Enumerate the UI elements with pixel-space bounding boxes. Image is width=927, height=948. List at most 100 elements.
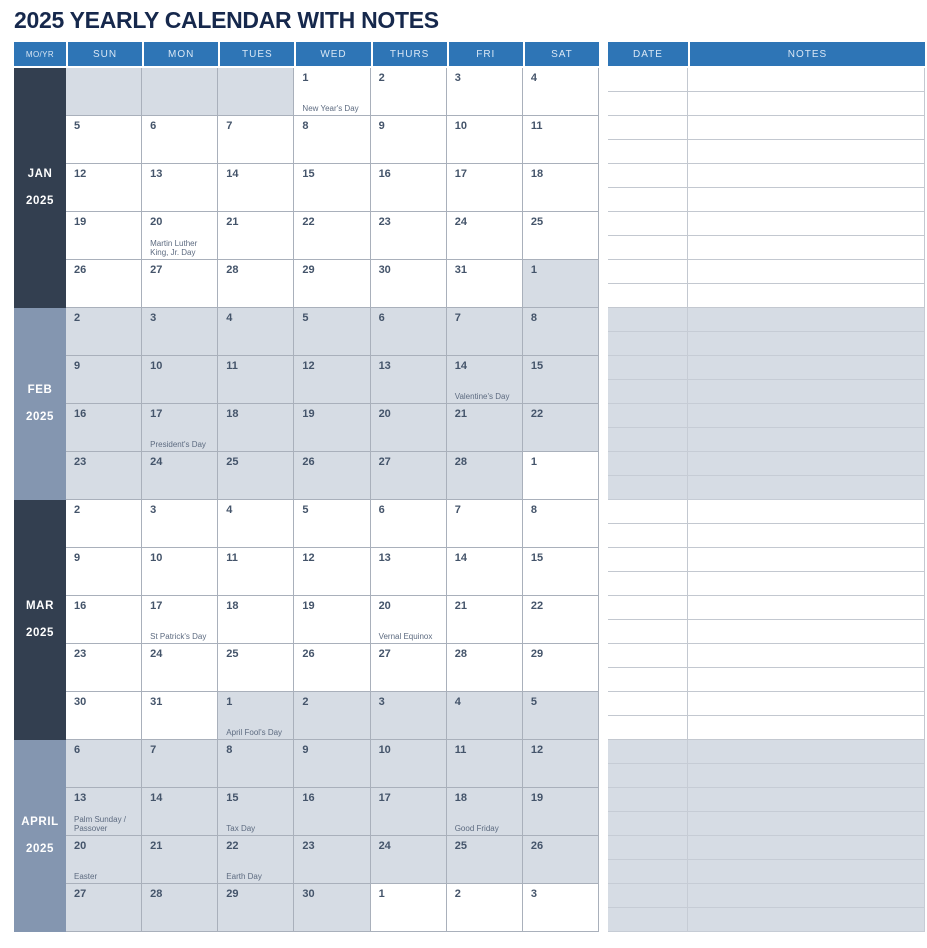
day-cell[interactable]: 5	[522, 692, 599, 740]
day-cell[interactable]: 19	[294, 596, 371, 644]
day-cell[interactable]: 28	[446, 644, 523, 692]
day-cell[interactable]: 7	[446, 500, 523, 548]
date-cell[interactable]	[608, 476, 688, 500]
day-cell[interactable]: 7	[446, 308, 523, 356]
date-cell[interactable]	[608, 668, 688, 692]
note-cell[interactable]	[688, 332, 925, 356]
day-cell[interactable]: 6	[370, 308, 447, 356]
day-cell[interactable]: 13	[142, 164, 219, 212]
day-cell[interactable]: 19	[294, 404, 371, 452]
day-cell[interactable]: 6	[142, 116, 219, 164]
date-cell[interactable]	[608, 620, 688, 644]
note-cell[interactable]	[688, 308, 925, 332]
note-cell[interactable]	[688, 620, 925, 644]
day-cell[interactable]: 25	[218, 452, 295, 500]
note-cell[interactable]	[688, 380, 925, 404]
note-cell[interactable]	[688, 404, 925, 428]
day-cell[interactable]: 19	[522, 788, 599, 836]
day-cell[interactable]: 4	[446, 692, 523, 740]
day-cell[interactable]: 1	[370, 884, 447, 932]
day-cell[interactable]: 10	[142, 548, 219, 596]
day-cell[interactable]: 27	[370, 452, 447, 500]
day-cell[interactable]: 8	[218, 740, 295, 788]
day-cell[interactable]: 30	[294, 884, 371, 932]
day-cell[interactable]: 16	[66, 404, 143, 452]
day-cell[interactable]: 13 Palm Sunday / Passover	[66, 788, 143, 836]
date-cell[interactable]	[608, 884, 688, 908]
day-cell[interactable]: 31	[142, 692, 219, 740]
day-cell[interactable]: 18	[218, 404, 295, 452]
day-cell[interactable]: 12	[522, 740, 599, 788]
day-cell[interactable]: 6	[370, 500, 447, 548]
day-cell[interactable]: 9	[294, 740, 371, 788]
date-cell[interactable]	[608, 236, 688, 260]
day-cell[interactable]: 15	[522, 548, 599, 596]
day-cell[interactable]: 23	[370, 212, 447, 260]
note-cell[interactable]	[688, 740, 925, 764]
date-cell[interactable]	[608, 404, 688, 428]
day-cell[interactable]: 25	[218, 644, 295, 692]
day-cell[interactable]: 1	[522, 260, 599, 308]
day-cell[interactable]: 18 Good Friday	[446, 788, 523, 836]
date-cell[interactable]	[608, 284, 688, 308]
day-cell[interactable]: 13	[370, 356, 447, 404]
day-cell[interactable]: 9	[66, 356, 143, 404]
date-cell[interactable]	[608, 644, 688, 668]
note-cell[interactable]	[688, 908, 925, 932]
day-cell[interactable]: 12	[294, 356, 371, 404]
date-cell[interactable]	[608, 380, 688, 404]
note-cell[interactable]	[688, 284, 925, 308]
day-cell[interactable]: 25	[522, 212, 599, 260]
note-cell[interactable]	[688, 92, 925, 116]
day-cell[interactable]: 3	[142, 308, 219, 356]
date-cell[interactable]	[608, 308, 688, 332]
date-cell[interactable]	[608, 764, 688, 788]
day-cell[interactable]: 30	[370, 260, 447, 308]
day-cell[interactable]: 12	[66, 164, 143, 212]
day-cell[interactable]: 1	[522, 452, 599, 500]
day-cell[interactable]: 20	[370, 404, 447, 452]
date-cell[interactable]	[608, 116, 688, 140]
date-cell[interactable]	[608, 692, 688, 716]
note-cell[interactable]	[688, 140, 925, 164]
day-cell[interactable]: 29	[522, 644, 599, 692]
date-cell[interactable]	[608, 524, 688, 548]
day-cell[interactable]: 2	[370, 68, 447, 116]
note-cell[interactable]	[688, 764, 925, 788]
day-cell[interactable]: 18	[522, 164, 599, 212]
day-cell[interactable]: 16	[66, 596, 143, 644]
day-cell[interactable]: 9	[66, 548, 143, 596]
date-cell[interactable]	[608, 500, 688, 524]
day-cell[interactable]: 4	[522, 68, 599, 116]
note-cell[interactable]	[688, 164, 925, 188]
date-cell[interactable]	[608, 740, 688, 764]
day-cell[interactable]: 17	[370, 788, 447, 836]
day-cell[interactable]: 19	[66, 212, 143, 260]
note-cell[interactable]	[688, 236, 925, 260]
day-cell[interactable]: 11	[218, 356, 295, 404]
day-cell[interactable]: 17	[446, 164, 523, 212]
day-cell[interactable]: 21	[218, 212, 295, 260]
day-cell[interactable]: 28	[142, 884, 219, 932]
date-cell[interactable]	[608, 860, 688, 884]
day-cell[interactable]	[218, 68, 295, 116]
note-cell[interactable]	[688, 476, 925, 500]
date-cell[interactable]	[608, 836, 688, 860]
day-cell[interactable]: 22	[522, 596, 599, 644]
note-cell[interactable]	[688, 668, 925, 692]
day-cell[interactable]: 27	[66, 884, 143, 932]
day-cell[interactable]: 2	[66, 500, 143, 548]
note-cell[interactable]	[688, 860, 925, 884]
day-cell[interactable]: 26	[66, 260, 143, 308]
day-cell[interactable]: 3	[522, 884, 599, 932]
day-cell[interactable]: 9	[370, 116, 447, 164]
day-cell[interactable]: 11	[446, 740, 523, 788]
day-cell[interactable]	[66, 68, 143, 116]
day-cell[interactable]: 24	[142, 644, 219, 692]
date-cell[interactable]	[608, 140, 688, 164]
day-cell[interactable]: 14	[142, 788, 219, 836]
day-cell[interactable]: 2	[294, 692, 371, 740]
date-cell[interactable]	[608, 788, 688, 812]
day-cell[interactable]: 10	[446, 116, 523, 164]
note-cell[interactable]	[688, 68, 925, 92]
